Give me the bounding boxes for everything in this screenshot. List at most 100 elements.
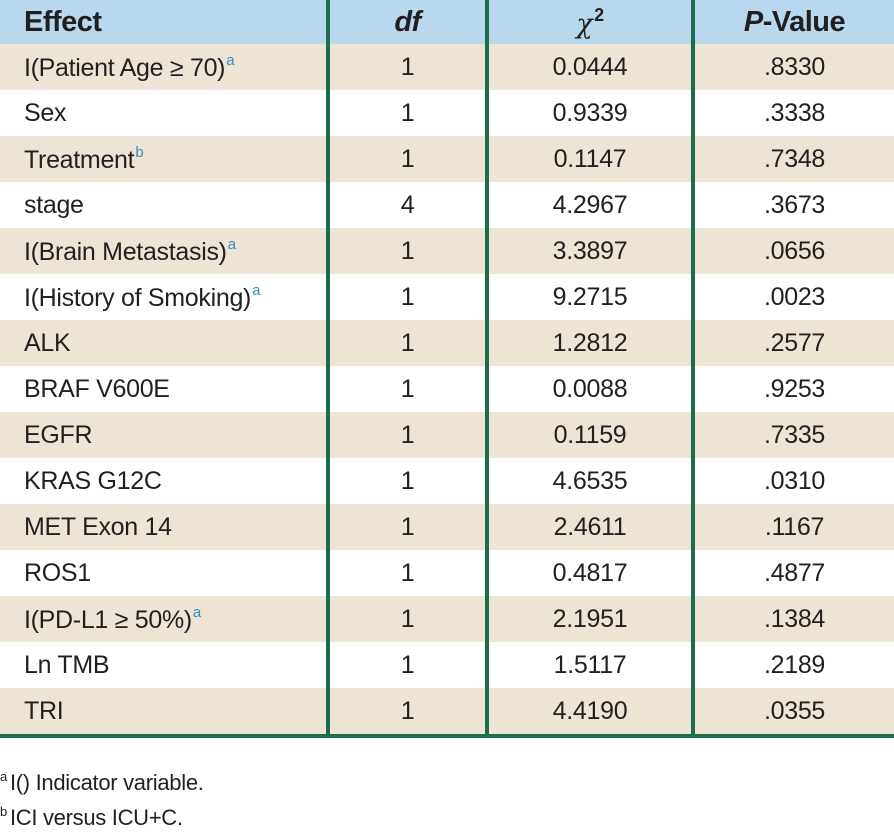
cell-p-value: .7335 [691,412,894,458]
cell-df: 1 [326,504,487,550]
cell-effect: I(Patient Age ≥ 70)a [0,44,328,90]
cell-chi-square: 0.0444 [485,44,693,90]
cell-effect: ROS1 [0,550,328,596]
table-row: TRI 1 4.4190.0355 [0,688,894,738]
effect-label: I(Patient Age ≥ 70) [24,53,226,82]
footnote-text: I() Indicator variable. [9,770,204,795]
cell-df: 1 [326,642,487,688]
table-row: EGFR 1 0.1159.7335 [0,412,894,458]
effect-label: MET Exon 14 [24,512,172,541]
cell-p-value: .2577 [691,320,894,366]
cell-p-value: .3673 [691,182,894,228]
table-row: KRAS G12C 1 4.6535.0310 [0,458,894,504]
footnote-text: ICI versus ICU+C. [9,805,183,830]
table-row: I(Patient Age ≥ 70)a 1 0.0444.8330 [0,44,894,90]
header-effect: Effect [0,0,328,44]
footnote-marker: a [226,51,235,69]
cell-p-value: .3338 [691,90,894,136]
footnote-marker: b [135,143,144,161]
cell-p-value: .0656 [691,228,894,274]
cell-df: 1 [326,596,487,642]
footnote-marker: a [227,235,237,253]
header-p-value: P-Value [691,0,894,44]
cell-effect: Sex [0,90,328,136]
cell-chi-square: 0.1159 [485,412,693,458]
cell-chi-square: 9.2715 [485,274,693,320]
effect-label: ALK [24,328,71,357]
cell-df: 4 [326,182,487,228]
table-row: I(History of Smoking)a 1 9.2715.0023 [0,274,894,320]
effect-label: TRI [24,696,64,725]
chi-exponent: 2 [594,4,604,25]
cell-effect: Ln TMB [0,642,328,688]
cell-effect: TRI [0,688,328,738]
cell-p-value: .0355 [691,688,894,738]
cell-p-value: .1384 [691,596,894,642]
table-row: Treatmentb 1 0.1147.7348 [0,136,894,182]
cell-effect: I(Brain Metastasis)a [0,228,328,274]
cell-effect: MET Exon 14 [0,504,328,550]
cell-df: 1 [326,136,487,182]
table-row: stage 4 4.2967.3673 [0,182,894,228]
footnote-marker: a [192,603,202,621]
table-row: ALK 1 1.2812.2577 [0,320,894,366]
cell-p-value: .4877 [691,550,894,596]
effect-label: I(Brain Metastasis) [24,237,227,266]
cell-p-value: .0310 [691,458,894,504]
cell-effect: ALK [0,320,328,366]
cell-p-value: .1167 [691,504,894,550]
p-italic: P [743,5,763,38]
cell-p-value: .0023 [691,274,894,320]
effect-label: BRAF V600E [24,374,170,403]
effect-label: Treatment [24,145,135,174]
table-row: I(Brain Metastasis)a 1 3.3897.0656 [0,228,894,274]
cell-p-value: .8330 [691,44,894,90]
cell-effect: I(History of Smoking)a [0,274,328,320]
cell-effect: I(PD-L1 ≥ 50%)a [0,596,328,642]
cell-chi-square: 2.4611 [485,504,693,550]
cell-df: 1 [326,412,487,458]
table-row: BRAF V600E 1 0.0088.9253 [0,366,894,412]
cell-chi-square: 1.5117 [485,642,693,688]
cell-chi-square: 4.4190 [485,688,693,738]
table-row: ROS1 1 0.4817.4877 [0,550,894,596]
table-row: Sex 1 0.9339.3338 [0,90,894,136]
effect-label: I(PD-L1 ≥ 50%) [24,605,192,634]
cell-chi-square: 2.1951 [485,596,693,642]
cell-chi-square: 0.4817 [485,550,693,596]
cell-df: 1 [326,550,487,596]
effect-label: KRAS G12C [24,466,162,495]
cell-chi-square: 3.3897 [485,228,693,274]
effect-label: Sex [24,98,67,127]
chi-symbol: χ [576,8,593,40]
cell-p-value: .9253 [691,366,894,412]
table-row: Ln TMB 1 1.5117.2189 [0,642,894,688]
effect-label: I(History of Smoking) [24,283,252,312]
cell-df: 1 [326,458,487,504]
p-rest: -Value [762,5,846,38]
effect-label: ROS1 [24,558,91,587]
cell-p-value: .2189 [691,642,894,688]
cell-df: 1 [326,228,487,274]
footnote: b ICI versus ICU+C. [0,797,204,832]
footnotes: a I() Indicator variable. b ICI versus ICU+… [0,762,204,832]
cell-df: 1 [326,688,487,738]
cell-df: 1 [326,90,487,136]
cell-df: 1 [326,320,487,366]
table-row: I(PD-L1 ≥ 50%)a 1 2.1951.1384 [0,596,894,642]
cell-chi-square: 1.2812 [485,320,693,366]
effect-label: EGFR [24,420,93,449]
cell-effect: stage [0,182,328,228]
cell-df: 1 [326,44,487,90]
cell-effect: KRAS G12C [0,458,328,504]
effect-label: Ln TMB [24,650,110,679]
cell-effect: BRAF V600E [0,366,328,412]
table-row: MET Exon 14 1 2.4611.1167 [0,504,894,550]
effect-label: stage [24,190,84,219]
cell-chi-square: 4.2967 [485,182,693,228]
footnote-mark: b [0,804,7,819]
footnote: a I() Indicator variable. [0,762,204,797]
